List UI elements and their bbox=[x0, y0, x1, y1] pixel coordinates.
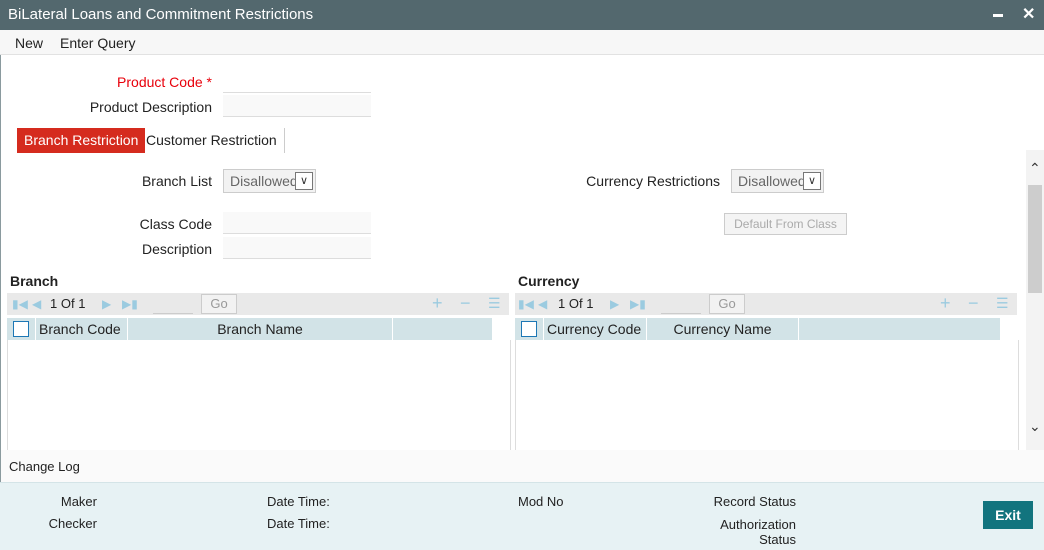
enter-query-button[interactable]: Enter Query bbox=[60, 35, 136, 51]
minimize-icon[interactable]: ▬ bbox=[993, 9, 1003, 20]
tab-branch-restriction[interactable]: Branch Restriction bbox=[17, 128, 146, 153]
change-log-bar: Change Log bbox=[1, 450, 1044, 482]
add-row-icon[interactable]: + bbox=[940, 293, 951, 313]
page-input[interactable] bbox=[661, 313, 701, 314]
mod-no-label: Mod No bbox=[518, 494, 564, 509]
page-indicator: 1 Of 1 bbox=[50, 296, 86, 311]
column-currency-code[interactable]: Currency Code bbox=[543, 318, 646, 340]
checker-label: Checker bbox=[48, 516, 97, 531]
prev-page-icon[interactable]: ◀ bbox=[538, 297, 548, 311]
next-page-icon[interactable]: ▶ bbox=[610, 297, 620, 311]
branch-grid-body bbox=[7, 340, 511, 450]
go-button[interactable]: Go bbox=[709, 294, 745, 314]
description-field bbox=[223, 237, 371, 259]
new-button[interactable]: New bbox=[15, 35, 44, 51]
first-page-icon[interactable]: ▮◀ bbox=[12, 297, 28, 311]
checker-date-time-label: Date Time: bbox=[267, 516, 330, 531]
class-code-field bbox=[223, 212, 371, 234]
delete-row-icon[interactable]: − bbox=[968, 293, 979, 313]
maker-label: Maker bbox=[60, 494, 97, 509]
chevron-down-icon: ∨ bbox=[803, 172, 821, 190]
last-page-icon[interactable]: ▶▮ bbox=[630, 297, 646, 311]
description-label: Description bbox=[141, 241, 212, 257]
column-branch-name[interactable]: Branch Name bbox=[127, 318, 392, 340]
currency-grid-toolbar: ▮◀ ◀ 1 Of 1 ▶ ▶▮ Go + − ☰ bbox=[515, 293, 1017, 315]
column-empty bbox=[798, 318, 1000, 340]
product-description-label: Product Description bbox=[89, 99, 212, 115]
delete-row-icon[interactable]: − bbox=[460, 293, 471, 313]
audit-footer bbox=[0, 482, 1044, 550]
menu-bar: New Enter Query bbox=[0, 30, 1044, 55]
tab-customer-restriction[interactable]: Customer Restriction bbox=[139, 128, 285, 153]
scrollbar-thumb[interactable] bbox=[1028, 185, 1042, 293]
first-page-icon[interactable]: ▮◀ bbox=[518, 297, 534, 311]
column-empty bbox=[392, 318, 492, 340]
product-description-field bbox=[223, 95, 371, 117]
default-from-class-button[interactable]: Default From Class bbox=[724, 213, 847, 235]
list-view-icon[interactable]: ☰ bbox=[996, 295, 1009, 311]
select-all-checkbox[interactable] bbox=[13, 321, 29, 337]
currency-section-title: Currency bbox=[518, 273, 580, 289]
branch-list-select[interactable]: Disallowed ∨ bbox=[223, 169, 316, 193]
page-indicator: 1 Of 1 bbox=[558, 296, 594, 311]
currency-restrictions-value: Disallowed bbox=[738, 173, 806, 189]
column-currency-name[interactable]: Currency Name bbox=[646, 318, 798, 340]
required-mark: * bbox=[206, 74, 212, 90]
prev-page-icon[interactable]: ◀ bbox=[32, 297, 42, 311]
change-log-label[interactable]: Change Log bbox=[9, 459, 80, 474]
record-status-label: Record Status bbox=[713, 494, 796, 509]
close-icon[interactable]: ✕ bbox=[1022, 6, 1036, 23]
branch-grid-toolbar: ▮◀ ◀ 1 Of 1 ▶ ▶▮ Go + − ☰ bbox=[7, 293, 509, 315]
branch-section-title: Branch bbox=[10, 273, 59, 289]
product-code-label: Product Code * bbox=[117, 74, 212, 90]
select-all-checkbox[interactable] bbox=[521, 321, 537, 337]
currency-grid-header: Currency Code Currency Name bbox=[515, 318, 1000, 340]
scroll-down-icon[interactable]: ⌄ bbox=[1029, 418, 1041, 434]
go-button[interactable]: Go bbox=[201, 294, 237, 314]
branch-grid-header: Branch Code Branch Name bbox=[7, 318, 492, 340]
scroll-up-icon[interactable]: ⌃ bbox=[1029, 160, 1041, 176]
branch-list-value: Disallowed bbox=[230, 173, 298, 189]
list-view-icon[interactable]: ☰ bbox=[488, 295, 501, 311]
product-code-input[interactable] bbox=[223, 71, 371, 93]
window-title: BiLateral Loans and Commitment Restricti… bbox=[0, 0, 1044, 30]
currency-grid-body bbox=[515, 340, 1019, 450]
exit-button[interactable]: Exit bbox=[983, 501, 1033, 529]
branch-list-label: Branch List bbox=[141, 173, 212, 189]
currency-restrictions-select[interactable]: Disallowed ∨ bbox=[731, 169, 824, 193]
vertical-scrollbar[interactable]: ⌃ ⌄ bbox=[1026, 150, 1044, 450]
page-input[interactable] bbox=[153, 313, 193, 314]
maker-date-time-label: Date Time: bbox=[267, 494, 330, 509]
add-row-icon[interactable]: + bbox=[432, 293, 443, 313]
left-border bbox=[0, 55, 1, 482]
chevron-down-icon: ∨ bbox=[295, 172, 313, 190]
column-branch-code[interactable]: Branch Code bbox=[35, 318, 127, 340]
last-page-icon[interactable]: ▶▮ bbox=[122, 297, 138, 311]
authorization-status-label: Authorization Status bbox=[720, 517, 796, 547]
class-code-label: Class Code bbox=[139, 216, 212, 232]
next-page-icon[interactable]: ▶ bbox=[102, 297, 112, 311]
currency-restrictions-label: Currency Restrictions bbox=[586, 173, 720, 189]
